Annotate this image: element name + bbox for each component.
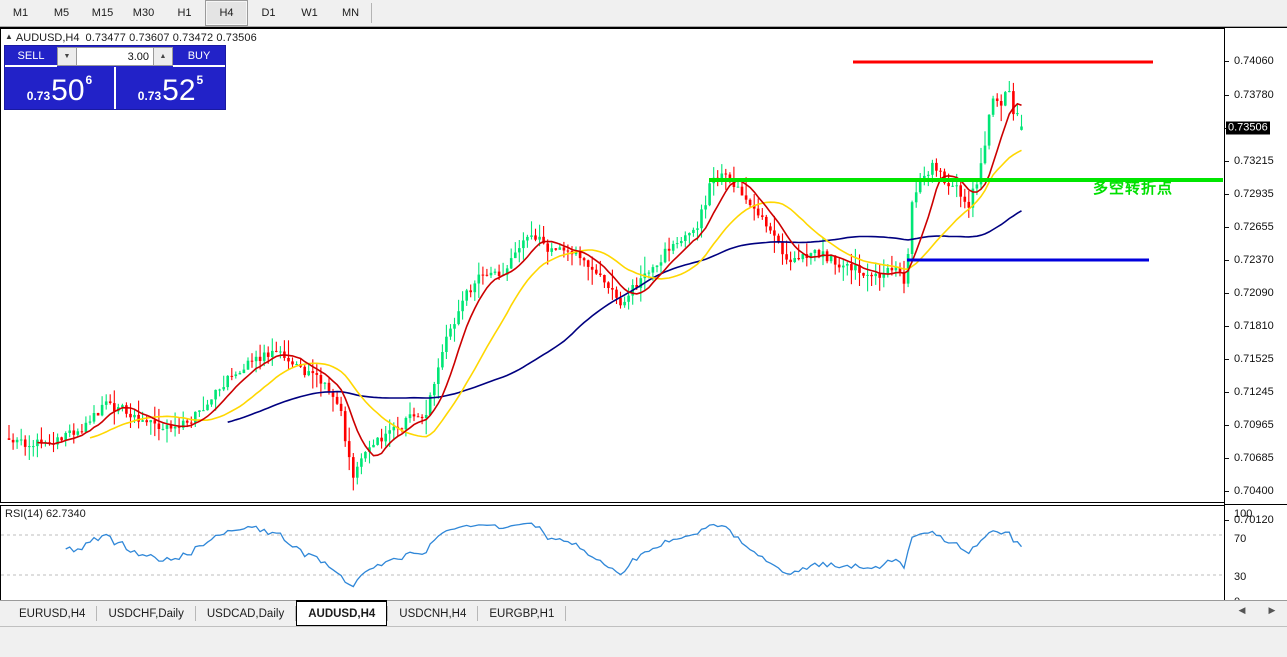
rsi-plot (1, 522, 1224, 588)
ma-slow-line (227, 210, 1022, 423)
rsi-scale-label: 100 (1234, 508, 1253, 520)
one-click-trading-panel[interactable]: SELL ▼ 3.00 ▲ BUY 0.73 50 6 0.73 52 5 (4, 45, 226, 110)
chart-window[interactable]: ▲ AUDUSD,H4 0.73477 0.73607 0.73472 0.7350… (0, 27, 1287, 628)
ask-price-prefix: 0.73 (137, 89, 162, 103)
rsi-label: RSI(14) 62.7340 (5, 508, 86, 520)
tab-separator (96, 606, 98, 621)
turning-point-annotation[interactable]: 多空转折点 (1093, 179, 1174, 197)
volume-decrement-button[interactable]: ▼ (57, 47, 77, 66)
tab-scroll-left-icon[interactable]: ◀ (1238, 605, 1246, 615)
chart-tab-eurusd[interactable]: EURUSD,H4 (8, 601, 97, 626)
price-scale-label: 0.71810 (1234, 320, 1274, 332)
price-scale-tick (1225, 227, 1229, 228)
rsi-line (65, 522, 1023, 588)
rsi-scale-label: 30 (1234, 571, 1247, 583)
ohlc-values: 0.73477 0.73607 0.73472 0.73506 (85, 32, 257, 44)
ask-price-main: 52 (162, 74, 196, 107)
sell-button[interactable]: SELL (5, 46, 57, 67)
tab-separator (477, 606, 479, 621)
price-scale-label: 0.71525 (1234, 353, 1274, 365)
volume-input[interactable]: 3.00 (77, 47, 153, 66)
rsi-scale-label: 70 (1234, 533, 1247, 545)
volume-increment-button[interactable]: ▲ (153, 47, 173, 66)
scale-divider (1225, 504, 1287, 505)
rsi-indicator-pane[interactable]: RSI(14) 62.7340 (0, 505, 1224, 605)
price-scale[interactable]: 0.74060 0.73780 0.73506 0.73215 0.72935 0.726… (1224, 28, 1287, 608)
timeframe-w1[interactable]: W1 (301, 7, 318, 19)
tab-separator (387, 606, 389, 621)
toolbar-filler (372, 0, 1287, 26)
trade-panel-controls[interactable]: SELL ▼ 3.00 ▲ BUY (5, 46, 225, 67)
chart-tab-eurgbp[interactable]: EURGBP,H1 (478, 601, 566, 626)
price-scale-label: 0.73215 (1234, 155, 1274, 167)
price-scale-tick (1225, 61, 1229, 62)
price-scale-tick (1225, 194, 1229, 195)
price-scale-label: 0.70685 (1234, 452, 1274, 464)
price-scale-label: 0.72655 (1234, 221, 1274, 233)
price-scale-tick (1225, 95, 1229, 96)
price-scale-tick (1225, 491, 1229, 492)
ma-fast-line (37, 102, 1022, 457)
symbol-label: AUDUSD,H4 (15, 32, 80, 44)
bid-price[interactable]: 0.73 50 6 (5, 67, 114, 109)
timeframe-m1[interactable]: M1 (12, 7, 29, 19)
tab-separator (565, 606, 567, 621)
price-scale-tick (1225, 458, 1229, 459)
price-scale-label: 0.72090 (1234, 287, 1274, 299)
price-scale-label: 0.71245 (1234, 386, 1274, 398)
symbol-ohlc-header: ▲ AUDUSD,H4 0.73477 0.73607 0.73472 0.7350… (5, 32, 257, 44)
timeframe-h1[interactable]: H1 (177, 7, 192, 19)
price-scale-label: 0.70965 (1234, 419, 1274, 431)
tab-underline (0, 626, 1287, 627)
bid-price-point: 6 (85, 73, 93, 87)
tab-separator (194, 606, 196, 621)
toolbar-divider (371, 3, 372, 23)
buy-button[interactable]: BUY (173, 46, 225, 67)
tab-nav-buttons[interactable]: ◀ ▶ (1235, 605, 1279, 616)
ask-price-point: 5 (196, 73, 204, 87)
price-scale-tick (1225, 392, 1229, 393)
timeframe-h4[interactable]: H4 (205, 0, 248, 26)
chart-tab-strip[interactable]: EURUSD,H4 USDCHF,Daily USDCAD,Daily AUDUSD,… (0, 600, 1287, 626)
price-scale-label: 0.74060 (1234, 55, 1274, 67)
price-scale-label: 0.72935 (1234, 188, 1274, 200)
ask-price[interactable]: 0.73 52 5 (114, 67, 225, 109)
price-scale-label: 0.70120 (1234, 514, 1274, 526)
price-scale-label: 0.72370 (1234, 254, 1274, 266)
collapse-triangle-icon[interactable]: ▲ (5, 32, 13, 41)
price-scale-tick (1225, 425, 1229, 426)
bid-price-main: 50 (51, 74, 85, 107)
price-scale-tick (1225, 520, 1229, 521)
ma-mid-line (89, 149, 1022, 439)
timeframe-m5[interactable]: M5 (53, 7, 70, 19)
chart-tabs-bar[interactable]: EURUSD,H4 USDCHF,Daily USDCAD,Daily AUDUSD,… (0, 600, 1287, 657)
tab-separator (295, 606, 297, 621)
price-scale-tick (1225, 326, 1229, 327)
timeframe-mn[interactable]: MN (341, 7, 360, 19)
price-scale-tick (1225, 359, 1229, 360)
price-scale-tick (1225, 293, 1229, 294)
price-scale-tick (1225, 260, 1229, 261)
price-scale-label: 0.73780 (1234, 89, 1274, 101)
price-scale-tick (1225, 161, 1229, 162)
price-scale-label: 0.70400 (1234, 485, 1274, 497)
quote-display[interactable]: 0.73 50 6 0.73 52 5 (5, 67, 225, 109)
timeframe-m15[interactable]: M15 (91, 7, 114, 19)
chart-tab-usdcnh[interactable]: USDCNH,H4 (388, 601, 478, 626)
tab-scroll-right-icon[interactable]: ▶ (1268, 605, 1276, 615)
chart-tab-audusd[interactable]: AUDUSD,H4 (296, 600, 388, 626)
chart-tab-usdcad[interactable]: USDCAD,Daily (195, 601, 296, 626)
timeframe-d1[interactable]: D1 (261, 7, 276, 19)
chart-tab-usdchf[interactable]: USDCHF,Daily (97, 601, 195, 626)
candlestick-series (7, 81, 1023, 491)
current-price-marker: 0.73506 (1226, 121, 1270, 135)
timeframe-m30[interactable]: M30 (132, 7, 155, 19)
bid-price-prefix: 0.73 (26, 89, 51, 103)
timeframe-toolbar[interactable]: M1 M5 M15 M30 H1 H4 D1 W1 MN (0, 0, 1287, 27)
price-plot (7, 60, 1223, 491)
